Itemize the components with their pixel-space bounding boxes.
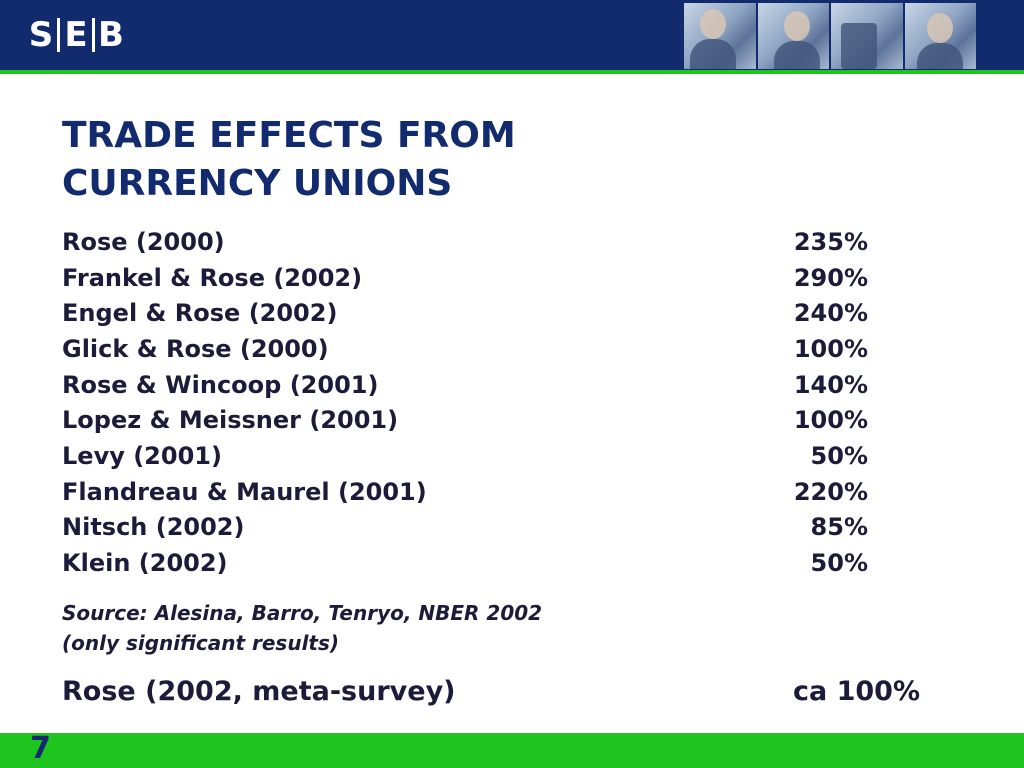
title-line-2: CURRENCY UNIONS	[62, 163, 453, 204]
title-line-1: TRADE EFFECTS FROM	[62, 115, 516, 156]
logo-divider	[57, 18, 60, 52]
study-name: Nitsch (2002)	[62, 513, 245, 542]
header-photo	[684, 3, 756, 69]
seb-logo: S E B	[28, 14, 124, 56]
source-note: Source: Alesina, Barro, Tenryo, NBER 200…	[62, 598, 542, 658]
study-row: Rose (2000) 235%	[62, 224, 868, 260]
study-row: Rose & Wincoop (2001) 140%	[62, 367, 868, 403]
logo-divider	[92, 18, 95, 52]
study-effect: 290%	[793, 263, 868, 292]
study-effect: 235%	[793, 227, 868, 256]
study-effect: 100%	[793, 334, 868, 363]
study-row: Frankel & Rose (2002) 290%	[62, 260, 868, 296]
study-effect: 220%	[793, 477, 868, 506]
meta-survey-study: Rose (2002, meta-survey)	[62, 676, 456, 707]
logo-letter-s: S	[28, 15, 54, 55]
meta-survey-row: Rose (2002, meta-survey) ca 100%	[62, 674, 920, 710]
source-line-1: Source: Alesina, Barro, Tenryo, NBER 200…	[62, 601, 543, 625]
study-effect: 50%	[810, 549, 868, 578]
study-row: Nitsch (2002) 85%	[62, 510, 868, 546]
study-name: Rose & Wincoop (2001)	[62, 370, 379, 399]
footer-bar	[0, 733, 1024, 768]
meta-survey-effect: ca 100%	[792, 676, 920, 707]
study-name: Rose (2000)	[62, 227, 225, 256]
study-row: Glick & Rose (2000) 100%	[62, 331, 868, 367]
header-accent-line	[0, 70, 1024, 74]
study-row: Flandreau & Maurel (2001) 220%	[62, 474, 868, 510]
header-photo	[904, 3, 976, 69]
logo-letter-b: B	[98, 15, 124, 55]
header-photo-strip	[684, 3, 976, 69]
study-name: Levy (2001)	[62, 441, 222, 470]
study-effect: 100%	[793, 406, 868, 435]
study-effect: 140%	[793, 370, 868, 399]
study-name: Klein (2002)	[62, 549, 228, 578]
header-photo	[831, 3, 903, 69]
study-name: Frankel & Rose (2002)	[62, 263, 363, 292]
source-line-2: (only significant results)	[62, 631, 340, 655]
page-number: 7	[30, 731, 51, 766]
study-row: Levy (2001) 50%	[62, 438, 868, 474]
study-row: Engel & Rose (2002) 240%	[62, 295, 868, 331]
study-name: Lopez & Meissner (2001)	[62, 406, 399, 435]
logo-letter-e: E	[64, 15, 88, 55]
slide-title: TRADE EFFECTS FROM CURRENCY UNIONS	[62, 112, 762, 208]
study-effect: 85%	[810, 513, 868, 542]
study-name: Engel & Rose (2002)	[62, 299, 338, 328]
study-name: Glick & Rose (2000)	[62, 334, 329, 363]
study-row: Lopez & Meissner (2001) 100%	[62, 402, 868, 438]
study-effect: 240%	[793, 299, 868, 328]
header-bar: S E B	[0, 0, 1024, 70]
study-list: Rose (2000) 235% Frankel & Rose (2002) 290%…	[62, 224, 868, 581]
study-name: Flandreau & Maurel (2001)	[62, 477, 427, 506]
study-row: Klein (2002) 50%	[62, 545, 868, 581]
header-photo	[757, 3, 829, 69]
study-effect: 50%	[810, 441, 868, 470]
